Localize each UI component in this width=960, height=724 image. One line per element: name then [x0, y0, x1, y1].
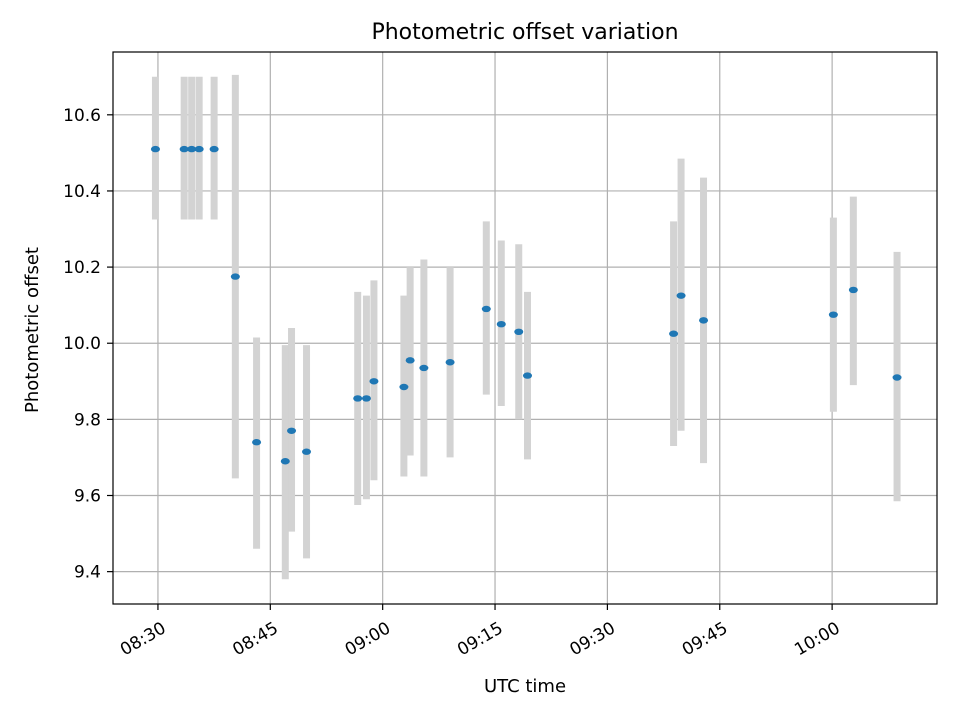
data-point	[287, 427, 297, 434]
data-point	[353, 395, 363, 402]
data-point	[828, 311, 838, 318]
y-axis-label: Photometric offset	[22, 247, 43, 413]
y-tick-label: 9.8	[74, 410, 101, 430]
data-point	[481, 305, 491, 313]
plot-frame	[112, 51, 938, 605]
data-points	[150, 145, 902, 465]
data-point	[419, 364, 429, 372]
data-point	[848, 286, 858, 294]
y-tick-label: 9.4	[74, 563, 101, 583]
data-point	[669, 330, 679, 337]
y-tick-label: 10.6	[63, 106, 101, 126]
data-point	[361, 395, 371, 402]
grid-lines	[113, 52, 937, 604]
y-tick-label: 9.6	[74, 487, 101, 507]
data-point	[194, 145, 204, 153]
data-point	[230, 273, 240, 280]
data-point	[405, 357, 415, 364]
data-point	[699, 317, 709, 324]
y-tick-label: 10.0	[63, 334, 101, 354]
data-point	[676, 292, 686, 299]
data-point	[150, 145, 160, 153]
data-point	[187, 145, 197, 153]
chart-title: Photometric offset variation	[371, 20, 678, 45]
x-axis-label: UTC time	[484, 676, 566, 697]
data-point	[514, 328, 524, 336]
data-point	[496, 320, 506, 328]
data-point	[399, 383, 409, 391]
y-tick-label: 10.4	[63, 182, 101, 202]
data-point	[369, 378, 379, 385]
y-tick-label: 10.2	[63, 258, 101, 278]
data-point	[280, 458, 290, 465]
data-point	[179, 145, 189, 153]
data-point	[445, 359, 455, 366]
data-point	[892, 374, 902, 381]
data-point	[302, 448, 312, 455]
data-point	[209, 145, 219, 153]
data-point	[252, 439, 262, 446]
data-point	[522, 372, 532, 379]
